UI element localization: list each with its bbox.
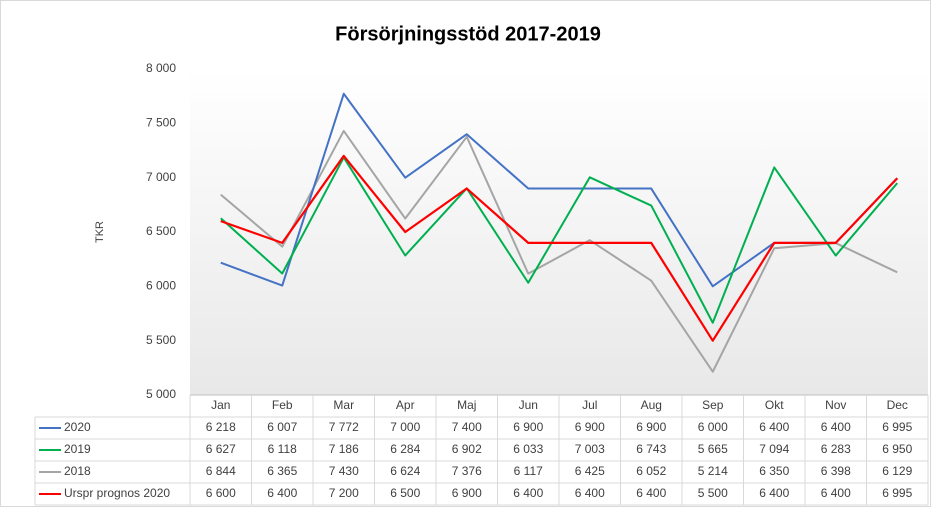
x-tick-label: Jun — [519, 398, 538, 412]
data-table-value: 6 400 — [636, 486, 666, 500]
data-table-value: 7 200 — [329, 486, 359, 500]
data-table-value: 6 400 — [267, 486, 297, 500]
data-table-value: 7 003 — [575, 442, 605, 456]
data-table-value: 6 900 — [513, 420, 543, 434]
data-table-value: 6 398 — [821, 464, 851, 478]
data-table-value: 6 400 — [759, 486, 789, 500]
y-axis-label: TKR — [94, 221, 106, 243]
series-line — [220, 156, 899, 324]
y-tick-label: 5 500 — [146, 333, 176, 347]
legend-label: 2018 — [64, 464, 91, 478]
data-table-value: 6 950 — [882, 442, 912, 456]
data-table-value: 5 665 — [698, 442, 728, 456]
x-tick-label: Jul — [582, 398, 597, 412]
y-tick-label: 7 500 — [146, 116, 176, 130]
data-table-value: 6 218 — [206, 420, 236, 434]
x-tick-label: Sep — [702, 398, 724, 412]
legend-label: 2020 — [64, 420, 91, 434]
x-tick-label: Nov — [825, 398, 846, 412]
chart-title: Försörjningsstöd 2017-2019 — [335, 23, 601, 45]
data-table-value: 6 000 — [698, 420, 728, 434]
data-table-value: 6 627 — [206, 442, 236, 456]
data-table-value: 6 400 — [821, 420, 851, 434]
data-table-value: 6 995 — [882, 486, 912, 500]
y-tick-label: 8 000 — [146, 61, 176, 75]
data-table-value: 6 900 — [575, 420, 605, 434]
data-table-value: 7 094 — [759, 442, 789, 456]
data-table-value: 7 000 — [390, 420, 420, 434]
data-table-value: 6 743 — [636, 442, 666, 456]
data-table-value: 6 624 — [390, 464, 420, 478]
x-tick-label: Maj — [457, 398, 476, 412]
x-tick-label: Dec — [887, 398, 908, 412]
data-table-value: 7 186 — [329, 442, 359, 456]
data-table-value: 6 995 — [882, 420, 912, 434]
data-table-value: 6 350 — [759, 464, 789, 478]
data-table-value: 6 425 — [575, 464, 605, 478]
y-tick-label: 6 500 — [146, 224, 176, 238]
x-tick-label: Aug — [641, 398, 662, 412]
x-tick-label: Mar — [333, 398, 354, 412]
data-table-value: 6 129 — [882, 464, 912, 478]
data-table-value: 6 400 — [513, 486, 543, 500]
data-table-value: 6 500 — [390, 486, 420, 500]
data-table-value: 6 117 — [514, 464, 543, 478]
y-tick-label: 7 000 — [146, 170, 176, 184]
x-tick-label: Apr — [396, 398, 415, 412]
data-table-value: 6 900 — [452, 486, 482, 500]
series-line — [220, 154, 899, 342]
data-table-value: 6 052 — [636, 464, 666, 478]
legend-label: 2019 — [64, 442, 91, 456]
data-table-value: 6 902 — [452, 442, 482, 456]
data-table-value: 6 365 — [267, 464, 297, 478]
data-table-value: 5 214 — [698, 464, 728, 478]
y-tick-label: 6 000 — [146, 279, 176, 293]
legend-label: Urspr prognos 2020 — [64, 486, 170, 500]
data-table-value: 6 283 — [821, 442, 851, 456]
data-table-value: 7 400 — [452, 420, 482, 434]
data-table-value: 6 600 — [206, 486, 236, 500]
data-table-value: 6 844 — [206, 464, 236, 478]
data-table-value: 6 118 — [268, 442, 297, 456]
x-tick-label: Feb — [272, 398, 293, 412]
x-tick-label: Okt — [765, 398, 784, 412]
series-line — [220, 129, 898, 373]
data-table-value: 6 400 — [759, 420, 789, 434]
data-table-value: 6 400 — [575, 486, 605, 500]
x-tick-label: Jan — [211, 398, 230, 412]
data-table-value: 6 900 — [636, 420, 666, 434]
data-table-value: 7 376 — [452, 464, 482, 478]
data-table-value: 5 500 — [698, 486, 728, 500]
data-table-value: 6 284 — [390, 442, 420, 456]
data-table-value: 7 430 — [329, 464, 359, 478]
data-table-value: 7 772 — [329, 420, 359, 434]
y-tick-label: 5 000 — [146, 387, 176, 401]
data-table-value: 6 033 — [513, 442, 543, 456]
data-table-value: 6 007 — [267, 420, 297, 434]
data-table-value: 6 400 — [821, 486, 851, 500]
